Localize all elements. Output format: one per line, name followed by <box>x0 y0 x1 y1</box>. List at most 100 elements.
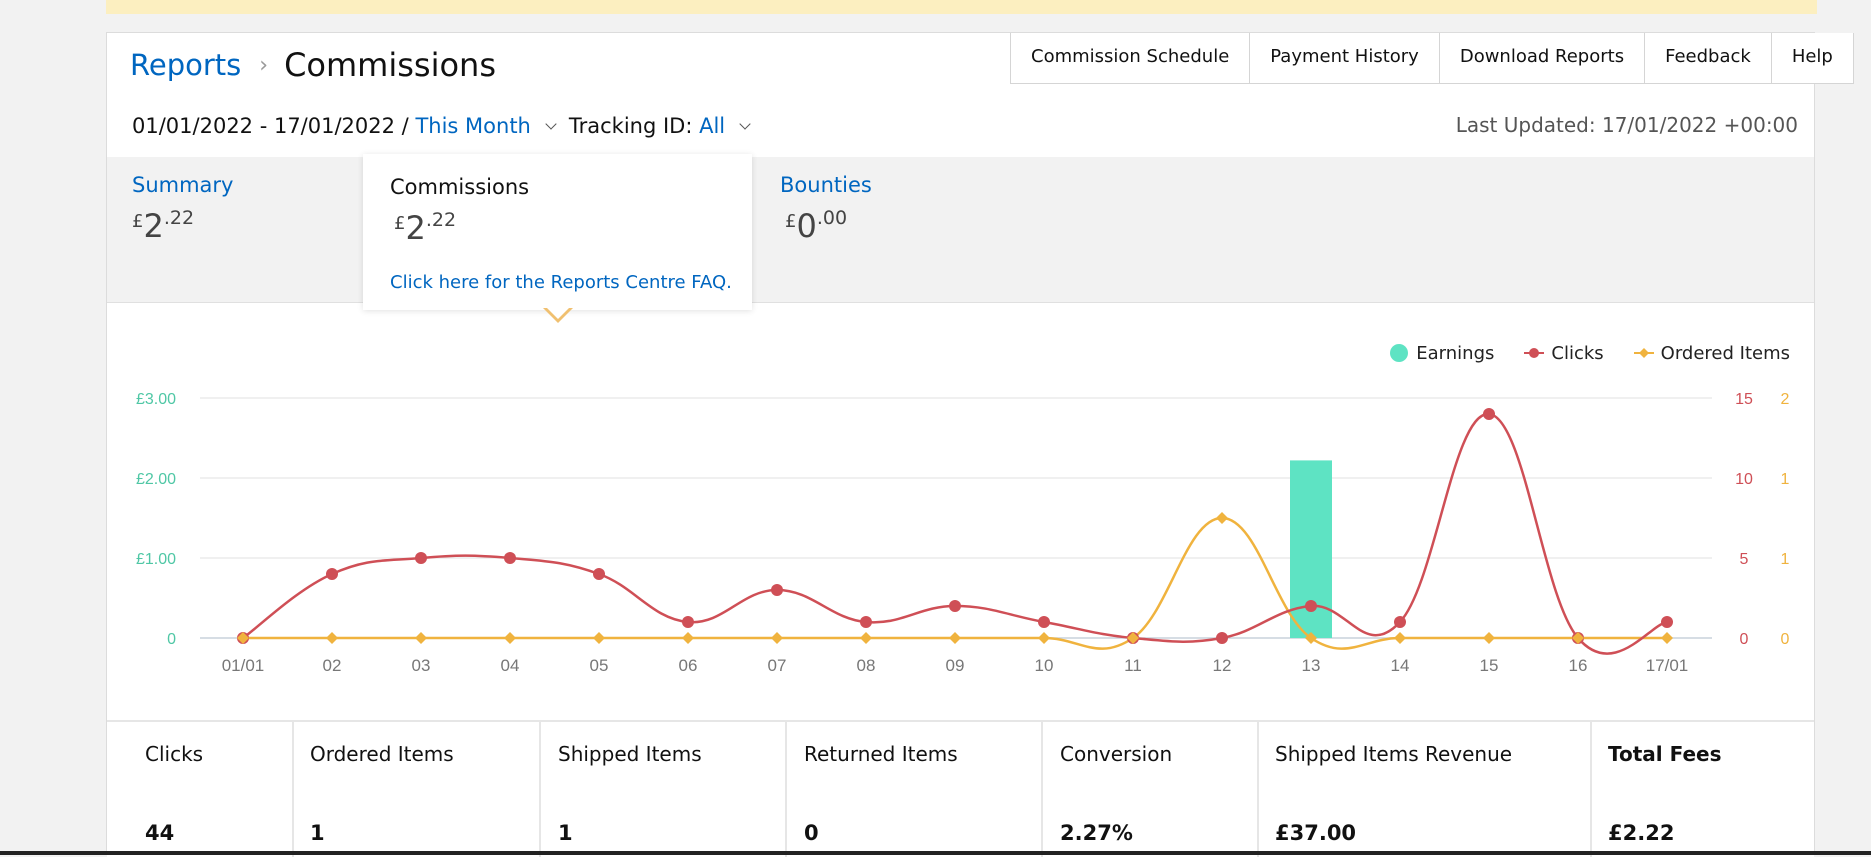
feedback-button[interactable]: Feedback <box>1645 33 1772 83</box>
x-tick-label: 16 <box>1569 656 1588 675</box>
ordered-items-point <box>860 632 872 644</box>
breadcrumb-separator-icon: › <box>259 52 269 78</box>
metric-shipped-items-revenue: Shipped Items Revenue £37.00 <box>1259 722 1592 857</box>
y-right-clicks-tick: 15 <box>1735 391 1753 408</box>
x-tick-label: 03 <box>412 656 431 675</box>
payment-history-button[interactable]: Payment History <box>1250 33 1440 83</box>
last-updated: Last Updated: 17/01/2022 +00:00 <box>1455 113 1798 137</box>
legend-clicks-label: Clicks <box>1551 342 1604 364</box>
y-right-ordered-tick: 1 <box>1781 471 1790 488</box>
metrics-bar: Clicks 44 Ordered Items 1 Shipped Items 1 R… <box>107 720 1814 857</box>
date-range: 01/01/2022 - 17/01/2022 / <box>132 114 409 138</box>
commission-schedule-button[interactable]: Commission Schedule <box>1011 33 1251 83</box>
y-right-ordered-tick: 0 <box>1781 631 1790 648</box>
commissions-amount: £2.22 <box>394 209 457 247</box>
notice-banner <box>106 0 1817 14</box>
metric-returned-items: Returned Items 0 <box>787 722 1043 857</box>
y-right-ordered-tick: 1 <box>1781 551 1790 568</box>
clicks-point <box>1216 632 1228 644</box>
x-tick-label: 09 <box>946 656 965 675</box>
clicks-point <box>326 568 338 580</box>
x-tick-label: 15 <box>1480 656 1499 675</box>
active-tab-caret <box>543 306 573 323</box>
tab-summary-title[interactable]: Summary <box>132 173 234 197</box>
clicks-point <box>1038 616 1050 628</box>
ordered-items-point <box>504 632 516 644</box>
x-tick-label: 05 <box>590 656 609 675</box>
ordered-items-point <box>1661 632 1673 644</box>
legend-ordered-items[interactable]: Ordered Items <box>1632 343 1790 364</box>
ordered-items-point <box>1216 512 1228 524</box>
x-tick-label: 01/01 <box>222 656 265 675</box>
ordered-items-point <box>1038 632 1050 644</box>
period-dropdown[interactable]: This Month <box>415 114 531 138</box>
x-tick-label: 06 <box>679 656 698 675</box>
ordered-items-point <box>237 632 249 644</box>
help-button[interactable]: Help <box>1772 33 1854 83</box>
ordered-items-line-icon <box>1633 348 1654 358</box>
ordered-items-point <box>771 632 783 644</box>
ordered-items-point <box>593 632 605 644</box>
top-nav: Commission Schedule Payment History Down… <box>1010 33 1854 84</box>
clicks-point <box>1483 408 1495 420</box>
ordered-items-point <box>1305 632 1317 644</box>
ordered-items-point <box>682 632 694 644</box>
clicks-point <box>860 616 872 628</box>
clicks-line-icon <box>1524 348 1545 358</box>
clicks-line <box>242 412 1668 655</box>
x-tick-label: 04 <box>501 656 520 675</box>
tab-commissions-title: Commissions <box>390 175 530 199</box>
clicks-point <box>949 600 961 612</box>
summary-amount: £2.22 <box>132 207 195 245</box>
ordered-items-point <box>1483 632 1495 644</box>
clicks-point <box>1394 616 1406 628</box>
clicks-point <box>504 552 516 564</box>
clicks-point <box>415 552 427 564</box>
legend-clicks[interactable]: Clicks <box>1522 342 1604 364</box>
x-tick-label: 13 <box>1302 656 1321 675</box>
reports-faq-link[interactable]: Click here for the Reports Centre FAQ. <box>390 272 732 293</box>
x-tick-label: 08 <box>857 656 876 675</box>
ordered-items-point <box>1394 632 1406 644</box>
x-tick-label: 11 <box>1124 656 1142 675</box>
y-left-tick: 0 <box>167 631 176 648</box>
tab-summary[interactable]: Summary £2.22 <box>132 157 233 302</box>
x-tick-label: 07 <box>768 656 787 675</box>
clicks-point <box>682 616 694 628</box>
page-title: Commissions <box>284 46 496 84</box>
ordered-items-point <box>949 632 961 644</box>
ordered-items-point <box>415 632 427 644</box>
breadcrumb: Reports › Commissions <box>130 46 496 84</box>
earnings-dot-icon <box>1390 344 1409 362</box>
x-tick-label: 02 <box>323 656 342 675</box>
y-right-clicks-tick: 10 <box>1735 471 1753 488</box>
y-left-tick: £1.00 <box>136 551 176 568</box>
y-left-tick: £2.00 <box>136 471 176 488</box>
ordered-items-line <box>242 516 1667 650</box>
legend-earnings[interactable]: Earnings <box>1388 342 1494 364</box>
breadcrumb-reports-link[interactable]: Reports <box>130 48 242 82</box>
tab-commissions[interactable]: Commissions £2.22 <box>363 154 752 310</box>
bottom-bar <box>0 851 1871 855</box>
legend-earnings-label: Earnings <box>1416 342 1495 364</box>
y-right-clicks-tick: 5 <box>1740 551 1749 568</box>
tracking-id-label: Tracking ID: <box>568 114 693 138</box>
bounties-amount: £0.00 <box>785 207 848 245</box>
x-tick-label: 12 <box>1213 656 1232 675</box>
metric-clicks: Clicks 44 <box>107 722 294 857</box>
tab-bounties[interactable]: Bounties £0.00 <box>780 157 872 302</box>
x-tick-label: 14 <box>1391 656 1410 675</box>
metric-shipped-items: Shipped Items 1 <box>541 722 787 857</box>
tab-bounties-title[interactable]: Bounties <box>780 173 872 197</box>
clicks-point <box>593 568 605 580</box>
tracking-id-dropdown[interactable]: All <box>699 114 726 138</box>
y-left-tick: £3.00 <box>136 391 176 408</box>
y-right-ordered-tick: 2 <box>1781 391 1790 408</box>
download-reports-button[interactable]: Download Reports <box>1440 33 1646 83</box>
metric-conversion: Conversion 2.27% <box>1043 722 1259 857</box>
chart-legend: Earnings Clicks Ordered Items <box>1360 342 1790 364</box>
clicks-point <box>1661 616 1673 628</box>
clicks-point <box>771 584 783 596</box>
x-tick-label: 17/01 <box>1646 656 1689 675</box>
